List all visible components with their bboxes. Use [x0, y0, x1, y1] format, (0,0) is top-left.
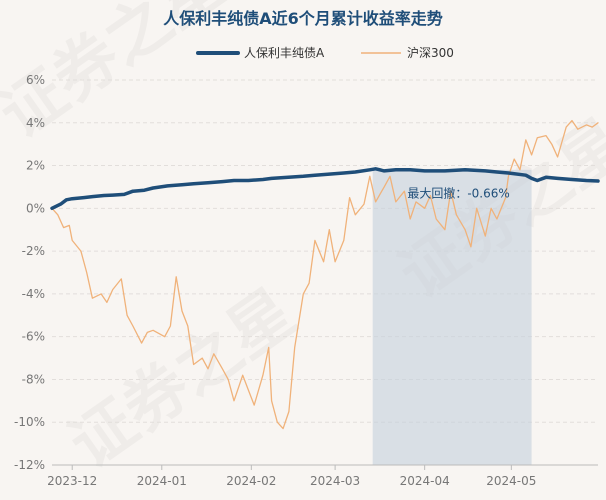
- y-tick-label: -4%: [22, 287, 45, 301]
- annotation-layer: 最大回撤：-0.66%: [407, 185, 509, 200]
- series-line-fund: [50, 167, 600, 211]
- x-tick-label: 2024-03: [310, 474, 360, 488]
- legend-label-fund: 人保利丰纯债A: [244, 46, 325, 60]
- drawdown-annotation: 最大回撤：-0.66%: [407, 185, 509, 200]
- y-tick-label: 4%: [26, 116, 45, 130]
- x-tick-label: 2023-12: [47, 474, 97, 488]
- legend-label-benchmark: 沪深300: [407, 46, 454, 60]
- x-tick-label: 2024-01: [137, 474, 187, 488]
- y-tick-label: -10%: [14, 415, 45, 429]
- y-tick-label: -8%: [22, 372, 45, 386]
- y-tick-label: -12%: [14, 458, 45, 472]
- x-tick-label: 2024-02: [226, 474, 276, 488]
- series-lines: [50, 119, 600, 430]
- y-tick-label: -2%: [22, 244, 45, 258]
- y-axis: 6% 4% 2% 0% -2% -4% -6% -8% -10% -12%: [14, 73, 45, 472]
- series-line-benchmark: [51, 119, 599, 430]
- drawdown-region: [372, 169, 532, 466]
- x-tick-label: 2024-05: [486, 474, 536, 488]
- y-tick-label: 0%: [26, 201, 45, 215]
- y-tick-label: 2%: [26, 159, 45, 173]
- x-tick-label: 2024-04: [400, 474, 450, 488]
- chart-title: 人保利丰纯债A近6个月累计收益率走势: [163, 9, 443, 28]
- x-axis: 2023-12 2024-01 2024-02 2024-03 2024-04 2024-…: [47, 464, 598, 488]
- y-tick-label: 6%: [26, 73, 45, 87]
- chart-legend: 人保利丰纯债A 沪深300: [196, 46, 454, 60]
- y-tick-label: -6%: [22, 330, 45, 344]
- drawdown-shade: [372, 169, 532, 466]
